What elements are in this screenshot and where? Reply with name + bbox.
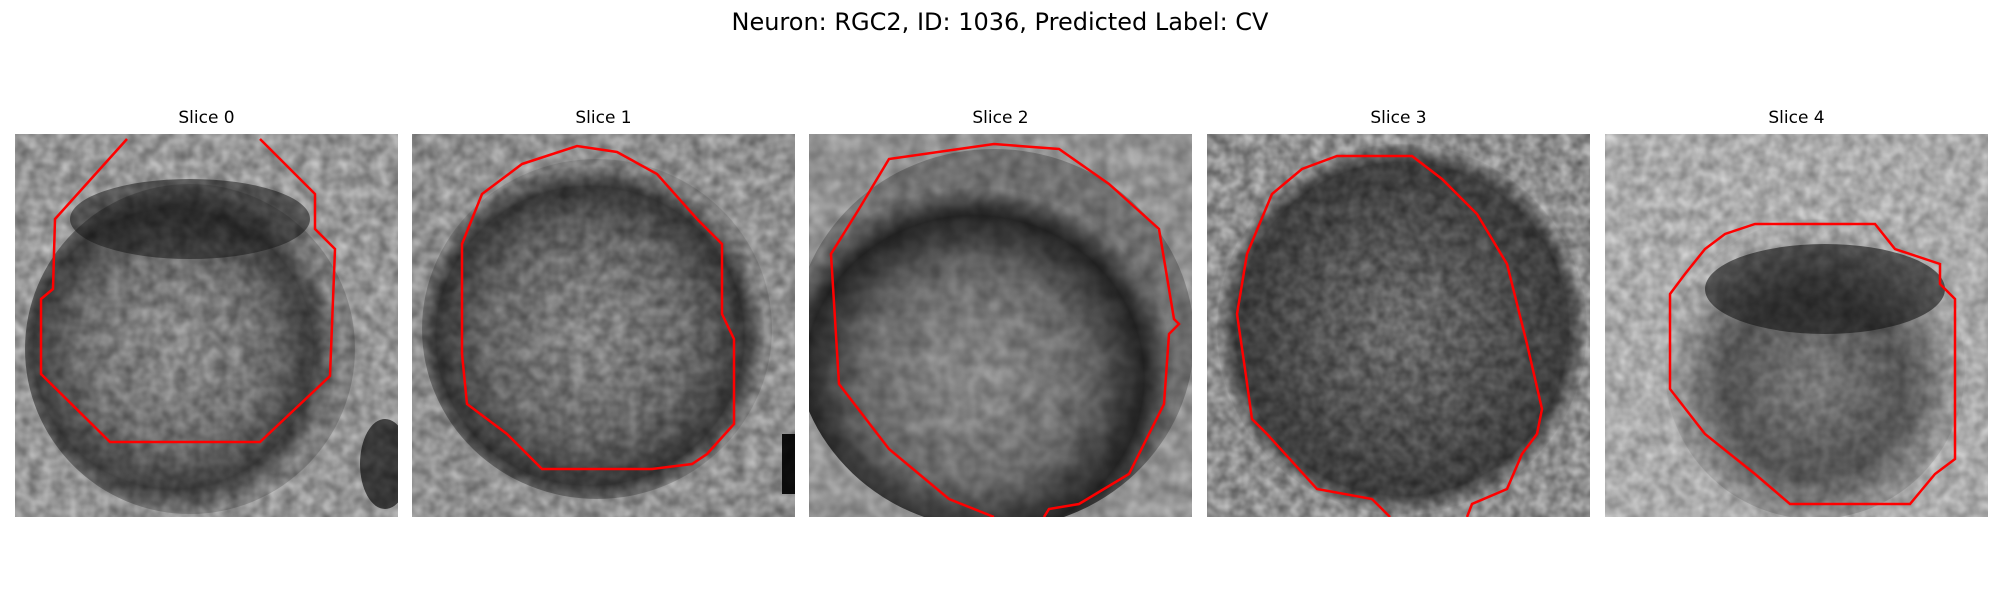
contour-line [829,142,1181,517]
slice-panel-0: Slice 0 [15,108,398,518]
slice-title-3: Slice 3 [1370,108,1427,128]
slice-image-0 [15,134,398,517]
slice-panel-2: Slice 2 [809,108,1192,518]
figure-title: Neuron: RGC2, ID: 1036, Predicted Label:… [731,8,1269,36]
slice-panel-4: Slice 4 [1605,108,1988,518]
slice-image-2 [809,134,1192,517]
slice-image-1 [412,134,795,517]
slice-title-1: Slice 1 [575,108,632,128]
contour-line [460,144,736,471]
contour-line [1235,154,1544,517]
contour-line [1668,222,1957,506]
contour-line [39,138,337,444]
slice-panel-1: Slice 1 [412,108,795,518]
slice-title-4: Slice 4 [1768,108,1825,128]
slice-panel-3: Slice 3 [1207,108,1590,518]
slice-image-4 [1605,134,1988,517]
slice-image-3 [1207,134,1590,517]
slice-title-2: Slice 2 [972,108,1029,128]
slice-title-0: Slice 0 [178,108,235,128]
